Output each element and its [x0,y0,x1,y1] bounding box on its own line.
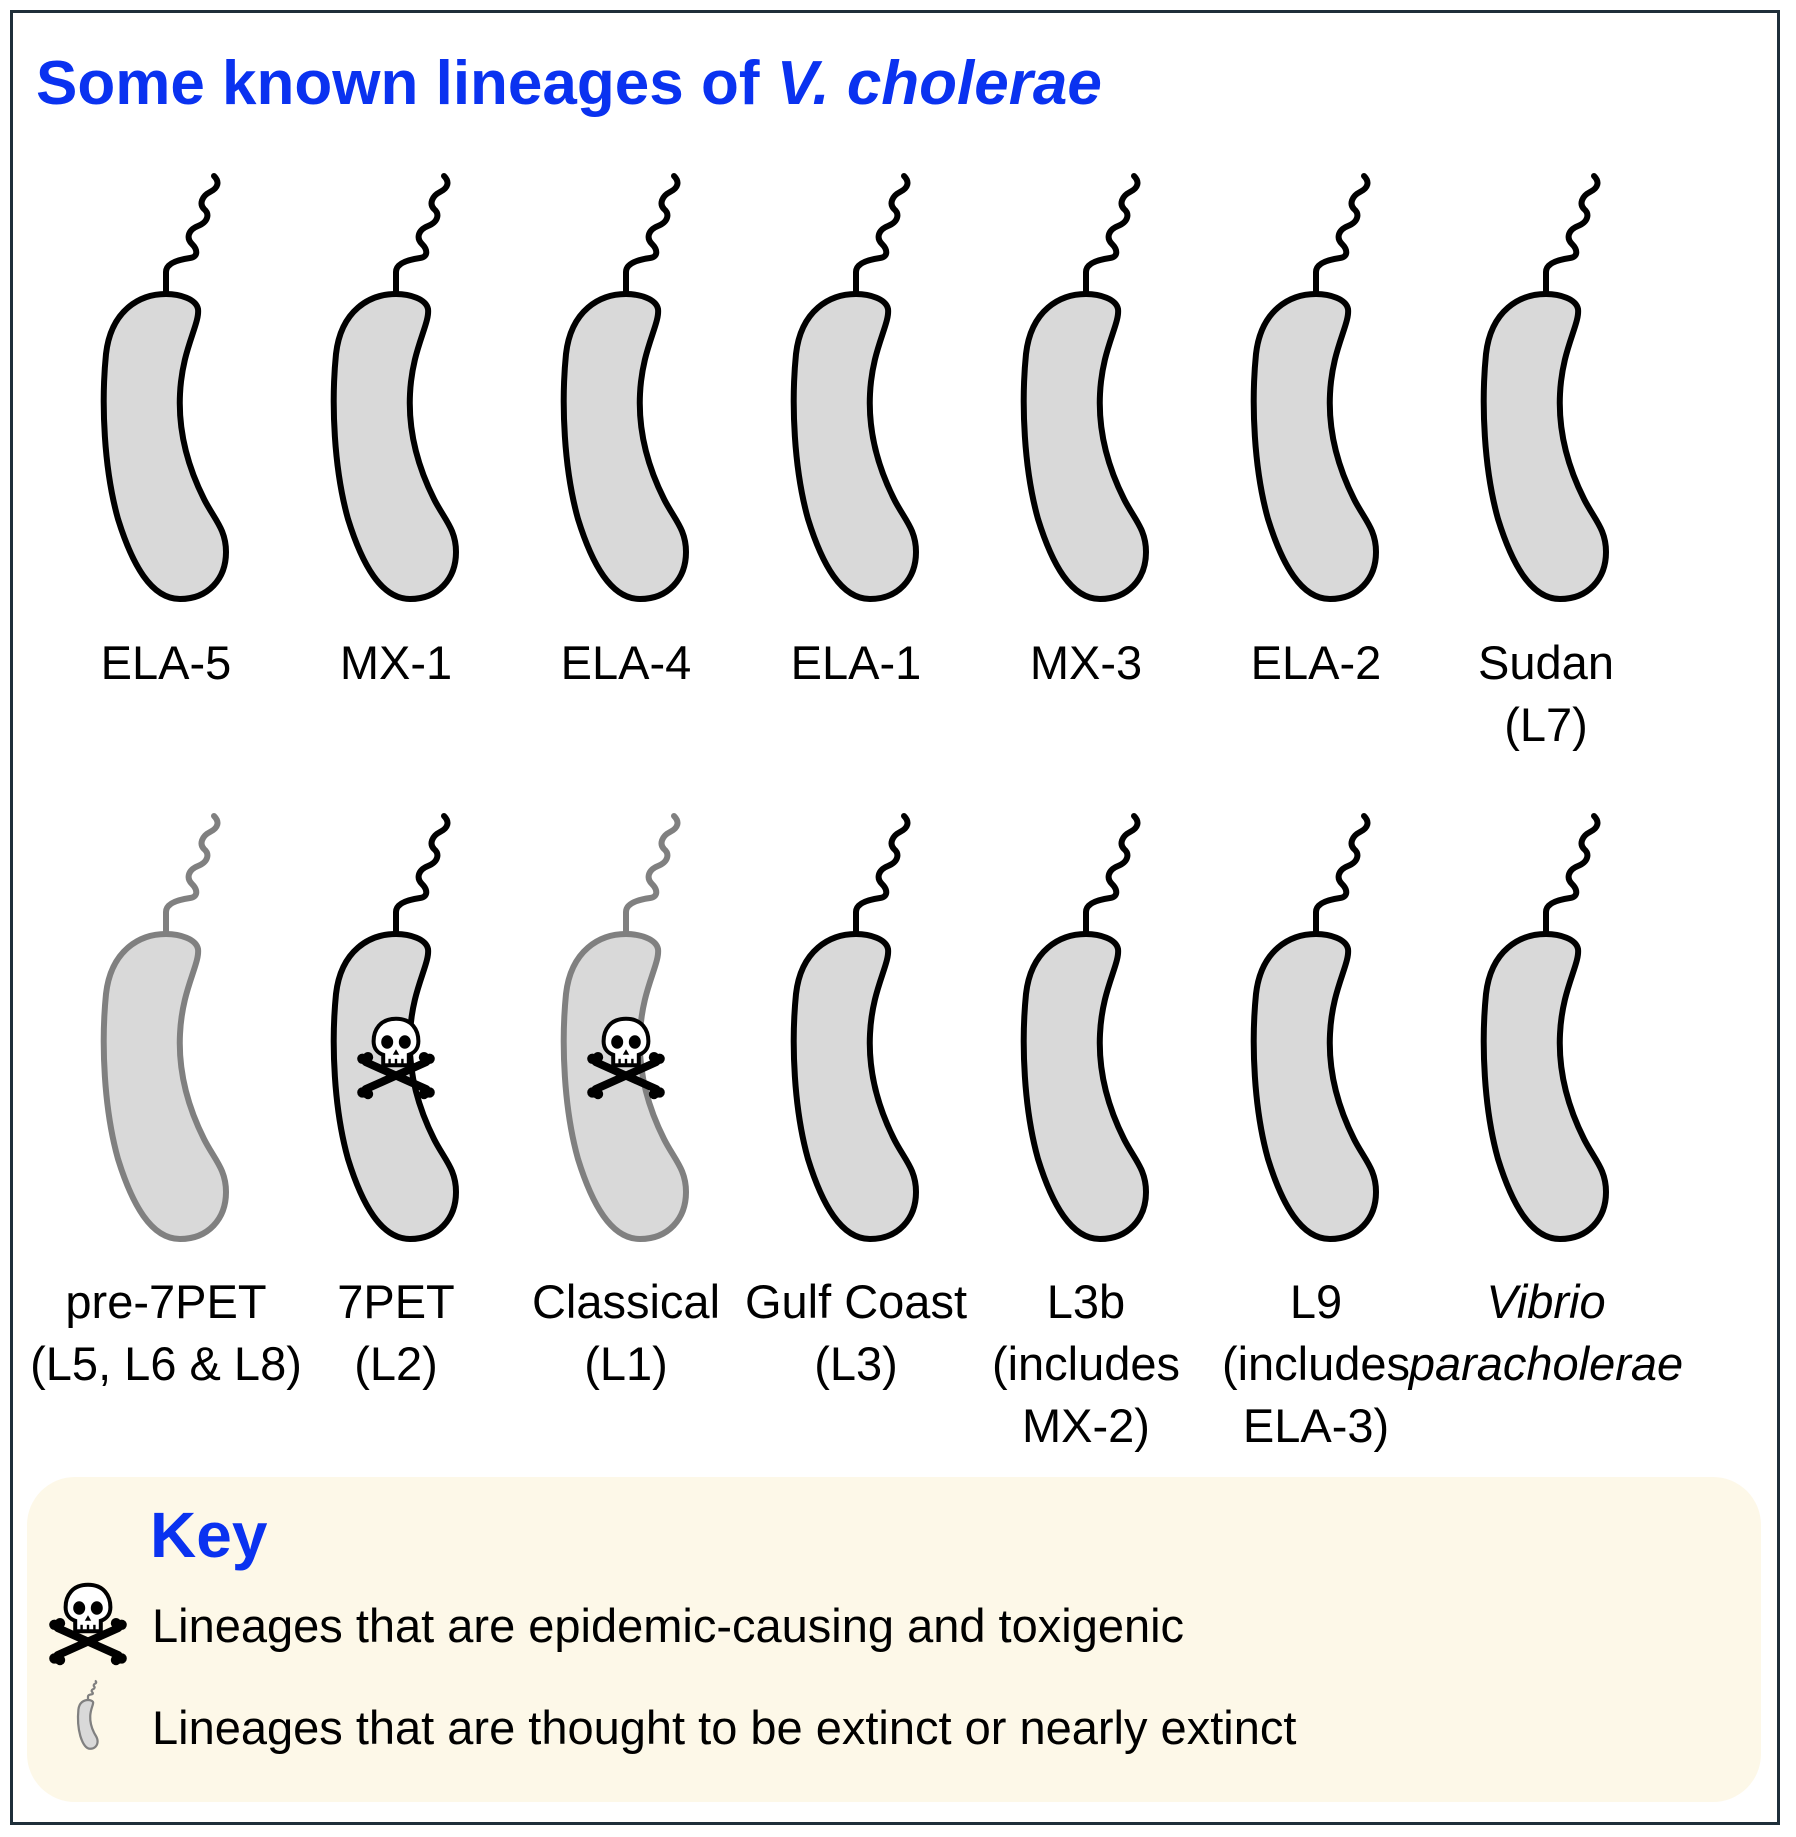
lineage-label-pre-7pet: pre-7PET (L5, L6 & L8) [26,1271,306,1395]
lineage-label-line: paracholerae [1408,1337,1684,1391]
lineage-label-line: (includes [1221,1337,1411,1391]
cell-body [1250,931,1379,1242]
flagellum [853,813,911,937]
lineage-label-line: Sudan [1478,636,1614,689]
lineage-label-line: ELA-5 [100,636,232,689]
cell-body [1020,291,1149,602]
bacterium-mx3 [1020,173,1149,602]
lineage-label-line: (L5, L6 & L8) [30,1337,302,1391]
lineage-label-line: 7PET [337,1275,455,1328]
bacterium-7pet [330,813,459,1242]
cell-body [790,931,919,1242]
lineage-label-ela2: ELA-2 [1176,632,1456,694]
lineage-label-line: Gulf Coast [744,1275,968,1328]
flagellum [623,173,681,297]
bacterium-elA5 [100,173,229,602]
lineage-label-line: (L3) [814,1337,898,1391]
flagellum [1313,173,1371,297]
key-item-toxigenic-text: Lineages that are epidemic-causing and t… [152,1599,1185,1652]
bacterium-classical [560,813,689,1242]
bacterium-vibrio-paracholerae [1480,813,1609,1242]
lineage-label-line: pre-7PET [65,1275,267,1328]
bacterium-l9 [1250,813,1379,1242]
cell-body [1250,291,1379,602]
lineage-label-elA5: ELA-5 [26,632,306,694]
bacterium-sudan [1480,173,1609,602]
lineage-label-ela1: ELA-1 [716,632,996,694]
bacterium-ela4 [560,173,689,602]
lineage-label-classical: Classical (L1) [486,1271,766,1395]
flagellum [393,173,451,297]
flagellum [1313,813,1371,937]
flagellum [393,813,451,937]
flagellum [623,813,681,937]
lineage-label-line: Vibrio [1486,1275,1606,1328]
lineage-label-line: L3b [1046,1275,1126,1328]
figure-title: Some known lineages of V. cholerae [36,49,1102,118]
lineage-label-line: Classical [531,1275,721,1328]
lineage-label-line: MX-2) [1022,1399,1150,1453]
cell-body [1020,931,1149,1242]
key-item-extinct-text: Lineages that are thought to be extinct … [152,1701,1297,1754]
bacterium-gulf-coast [790,813,919,1242]
bacterium-ela2 [1250,173,1379,602]
cell-body [790,291,919,602]
lineage-label-line: (L1) [584,1337,668,1391]
bacterium-l3b [1020,813,1149,1242]
lineage-label-mx1: MX-1 [256,632,536,694]
flagellum [1083,173,1141,297]
lineage-label-gulf-coast: Gulf Coast (L3) [716,1271,996,1395]
lineage-label-line: (L7) [1504,698,1588,752]
title-text: Some known lineages of [36,49,777,118]
cell-body [330,931,459,1242]
key-title: Key [150,1499,268,1571]
key-panel [27,1477,1761,1802]
flagellum [163,173,221,297]
lineage-label-mx3: MX-3 [946,632,1226,694]
flagellum [163,813,221,937]
title-species: V. cholerae [776,49,1102,118]
flagellum [1543,813,1601,937]
lineage-label-line: ELA-3) [1242,1399,1390,1453]
cell-body [330,291,459,602]
extinct-bacterium-icon [76,1680,99,1750]
lineage-label-l3b: L3b (includes MX-2) [946,1271,1226,1457]
lineage-label-line: MX-1 [339,636,453,689]
flagellum [1543,173,1601,297]
cell-body [100,291,229,602]
cell-body [1480,931,1609,1242]
cell-body [560,931,689,1242]
lineage-label-line: MX-3 [1029,636,1143,689]
skull-crossbones-icon [49,1585,127,1665]
lineage-label-line: ELA-1 [790,636,922,689]
bacterium-mx1 [330,173,459,602]
lineage-label-ela4: ELA-4 [486,632,766,694]
lineage-label-vibrio-paracholerae: Vibrio paracholerae [1406,1271,1686,1395]
cell-body [560,291,689,602]
lineage-label-line: (includes [991,1337,1181,1391]
cell-body [100,931,229,1242]
bacterium-ela1 [790,173,919,602]
lineage-label-sudan: Sudan (L7) [1406,632,1686,756]
lineage-label-line: ELA-2 [1250,636,1382,689]
lineage-label-line: L9 [1289,1275,1343,1328]
lineage-label-line: ELA-4 [560,636,692,689]
flagellum [1083,813,1141,937]
cell-body [1480,291,1609,602]
lineage-label-7pet: 7PET (L2) [256,1271,536,1395]
flagellum [853,173,911,297]
lineage-label-l9: L9 (includes ELA-3) [1176,1271,1456,1457]
bacterium-pre-7pet [100,813,229,1242]
lineage-label-line: (L2) [354,1337,438,1391]
